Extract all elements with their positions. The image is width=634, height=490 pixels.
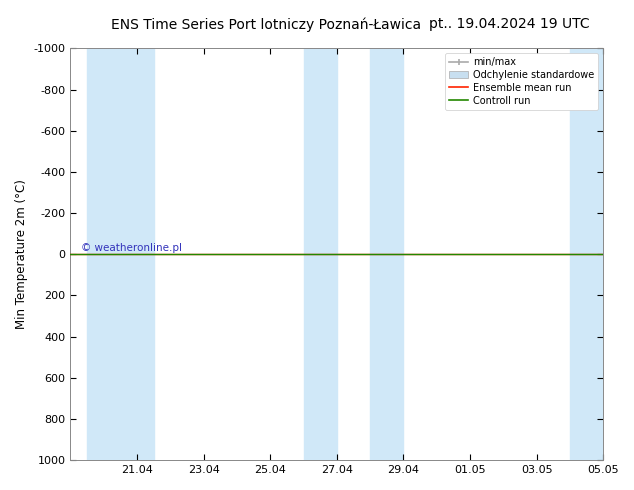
Bar [570,49,603,460]
Text: © weatheronline.pl: © weatheronline.pl [81,244,182,253]
Y-axis label: Min Temperature 2m (°C): Min Temperature 2m (°C) [15,179,28,329]
Bar [87,49,153,460]
Bar [304,49,337,460]
Bar [370,49,403,460]
Text: ENS Time Series Port lotniczy Poznań-Ławica: ENS Time Series Port lotniczy Poznań-Ław… [111,17,422,32]
Legend: min/max, Odchylenie standardowe, Ensemble mean run, Controll run: min/max, Odchylenie standardowe, Ensembl… [445,53,598,110]
Text: pt.. 19.04.2024 19 UTC: pt.. 19.04.2024 19 UTC [429,17,590,31]
